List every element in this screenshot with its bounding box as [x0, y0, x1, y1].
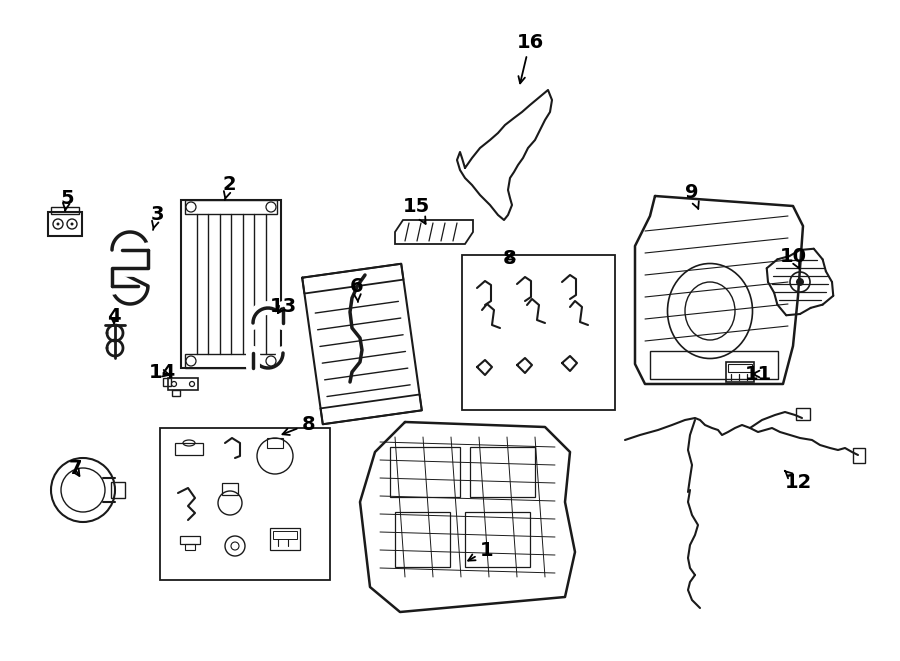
- Text: 7: 7: [68, 459, 82, 479]
- Circle shape: [172, 381, 176, 387]
- Bar: [185, 200, 277, 214]
- Bar: [796, 408, 810, 420]
- Bar: [172, 390, 180, 396]
- Bar: [181, 200, 281, 368]
- Bar: [168, 378, 198, 390]
- Circle shape: [53, 219, 63, 229]
- Bar: [390, 447, 460, 497]
- Bar: [163, 378, 171, 386]
- Bar: [465, 512, 530, 567]
- Bar: [48, 212, 82, 236]
- Bar: [853, 448, 865, 463]
- Text: 1: 1: [468, 541, 494, 561]
- Circle shape: [790, 272, 810, 292]
- Bar: [470, 447, 535, 497]
- Bar: [726, 362, 754, 382]
- Circle shape: [266, 202, 276, 212]
- Circle shape: [186, 356, 196, 366]
- Bar: [185, 354, 277, 368]
- Circle shape: [796, 278, 804, 286]
- Circle shape: [190, 381, 194, 387]
- Bar: [462, 255, 615, 410]
- Bar: [111, 482, 125, 498]
- Bar: [267, 438, 283, 448]
- Bar: [650, 351, 778, 379]
- Text: 6: 6: [350, 278, 364, 302]
- Bar: [180, 536, 200, 544]
- Bar: [222, 483, 238, 495]
- Bar: [175, 443, 203, 455]
- Circle shape: [67, 219, 77, 229]
- Bar: [185, 544, 195, 550]
- Text: 8: 8: [283, 414, 316, 435]
- Bar: [728, 364, 752, 372]
- Text: 4: 4: [107, 307, 121, 325]
- Circle shape: [57, 223, 59, 225]
- Circle shape: [51, 458, 115, 522]
- Bar: [51, 207, 79, 214]
- Text: 15: 15: [402, 198, 429, 224]
- Circle shape: [266, 356, 276, 366]
- Circle shape: [70, 223, 74, 225]
- Text: 11: 11: [744, 364, 771, 383]
- Text: 10: 10: [779, 247, 806, 268]
- Text: 14: 14: [148, 364, 176, 383]
- Circle shape: [186, 202, 196, 212]
- Text: 9: 9: [685, 184, 698, 209]
- Text: 3: 3: [150, 206, 164, 230]
- Bar: [270, 528, 300, 550]
- Text: 8: 8: [503, 249, 517, 268]
- Text: 12: 12: [785, 471, 812, 492]
- Bar: [160, 428, 330, 580]
- Bar: [395, 512, 450, 567]
- Text: 2: 2: [222, 176, 236, 200]
- Text: 5: 5: [60, 188, 74, 211]
- Bar: [273, 531, 297, 539]
- Text: 16: 16: [517, 32, 544, 83]
- Text: 13: 13: [269, 297, 297, 315]
- Circle shape: [61, 468, 105, 512]
